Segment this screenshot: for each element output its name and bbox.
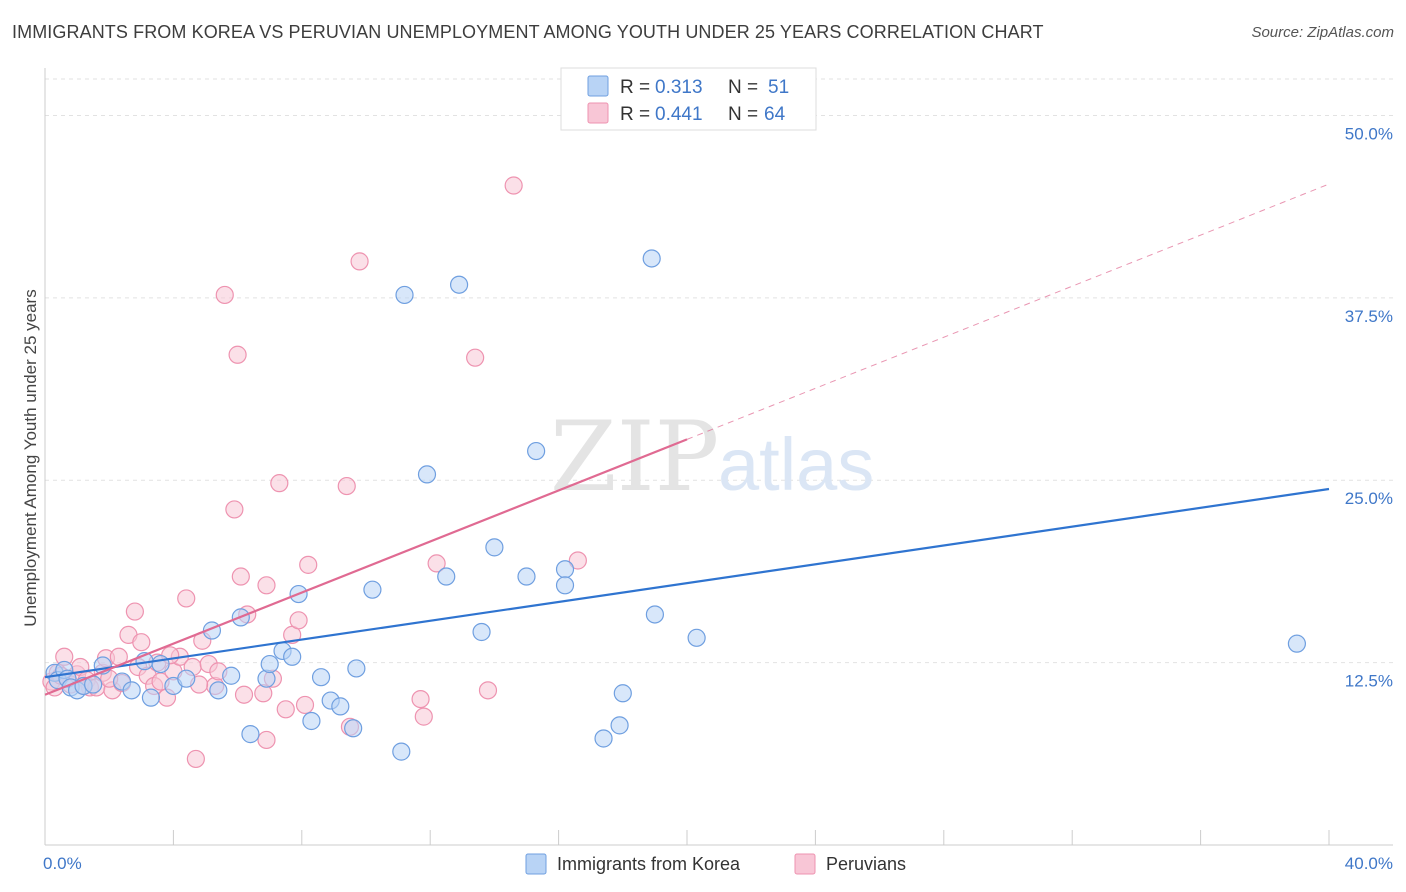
- legend-korea-r-label: R =: [620, 77, 650, 98]
- y-tick-labels: 12.5% 25.0% 37.5% 50.0%: [1345, 124, 1393, 690]
- peru-point-36: [231, 567, 250, 586]
- bottom-legend-swatch-korea: [525, 853, 547, 875]
- korea-point-26: [302, 711, 321, 731]
- legend-korea-r-value: 0.313: [655, 77, 703, 98]
- bottom-legend-swatch-peru: [794, 853, 816, 875]
- peru-point-35: [228, 345, 247, 364]
- legend-korea-n-label: N =: [728, 77, 758, 98]
- korea-point-49: [687, 628, 706, 647]
- korea-point-50: [1287, 634, 1307, 653]
- korea-point-40: [517, 567, 536, 586]
- x-tick-labels: 0.0% 40.0%: [43, 854, 1393, 873]
- peru-point-47: [295, 695, 315, 715]
- korea-point-48: [645, 605, 665, 624]
- korea-point-15: [177, 669, 196, 688]
- legend-peru-r-value: 0.441: [655, 104, 703, 125]
- korea-point-44: [594, 729, 613, 748]
- peru-point-48: [299, 555, 318, 574]
- trend-line-peru: [44, 438, 688, 696]
- axes: [44, 68, 1393, 846]
- y-tick-label-1: 25.0%: [1345, 489, 1393, 508]
- trend-lines: [44, 183, 1330, 696]
- korea-point-46: [613, 684, 632, 703]
- peru-point-58: [568, 551, 587, 570]
- bottom-legend-korea: Immigrants from Korea: [557, 854, 741, 874]
- korea-point-37: [449, 275, 469, 294]
- korea-point-36: [437, 567, 456, 586]
- peru-point-16: [125, 602, 144, 621]
- korea-point-20: [241, 725, 260, 744]
- watermark-atlas: atlas: [718, 423, 874, 506]
- trend-line-korea: [44, 487, 1330, 679]
- korea-point-45: [610, 716, 629, 735]
- korea-point-33: [392, 742, 411, 761]
- peru-point-54: [427, 554, 446, 573]
- bottom-legend-peru: Peruvians: [826, 854, 906, 874]
- korea-point-39: [485, 538, 504, 557]
- peru-point-51: [350, 252, 369, 271]
- peru-point-26: [177, 589, 196, 608]
- korea-point-29: [331, 697, 350, 716]
- peru-point-41: [257, 576, 276, 595]
- peru-point-52: [411, 689, 430, 709]
- y-tick-label-0: 12.5%: [1345, 672, 1393, 691]
- peru-point-28: [186, 749, 205, 769]
- peru-point-44: [276, 700, 295, 719]
- legend-peru-n-value: 64: [764, 104, 786, 125]
- korea-point-43: [555, 576, 575, 595]
- korea-point-13: [151, 654, 170, 674]
- peru-point-53: [414, 707, 433, 726]
- korea-point-47: [642, 249, 661, 268]
- korea-point-31: [347, 659, 366, 678]
- peru-point-34: [225, 500, 244, 519]
- korea-point-35: [417, 465, 437, 484]
- trend-line-peru-extension: [686, 183, 1330, 440]
- peru-point-43: [270, 474, 289, 493]
- legend-peru-r-label: R =: [620, 104, 650, 125]
- korea-point-30: [344, 719, 363, 738]
- chart-title: IMMIGRANTS FROM KOREA VS PERUVIAN UNEMPL…: [12, 22, 1044, 42]
- peru-point-40: [257, 730, 276, 750]
- korea-point-17: [209, 681, 228, 700]
- peru-point-56: [478, 681, 498, 700]
- peru-point-46: [289, 611, 308, 630]
- watermark-zip: ZIP: [550, 401, 719, 513]
- legend-swatch-korea: [587, 75, 609, 97]
- legend-peru-n-label: N =: [728, 104, 758, 125]
- legend-korea-n-value: 51: [768, 77, 789, 98]
- y-tick-label-2: 37.5%: [1345, 307, 1393, 326]
- x-tick-label-0: 0.0%: [43, 854, 82, 873]
- korea-point-38: [472, 622, 491, 642]
- korea-point-12: [141, 688, 161, 707]
- peru-point-18: [132, 633, 151, 652]
- legend-swatch-peru: [587, 102, 609, 124]
- korea-point-18: [222, 666, 241, 685]
- korea-point-42: [555, 560, 575, 579]
- korea-point-27: [311, 668, 331, 687]
- korea-point-32: [363, 580, 382, 599]
- peru-point-55: [466, 348, 485, 367]
- stats-legend: R = 0.313 N = 51 R = 0.441 N = 64: [560, 67, 817, 131]
- korea-point-34: [395, 285, 414, 305]
- korea-point-22: [260, 654, 279, 674]
- korea-point-10: [122, 681, 141, 700]
- series-legend: Immigrants from Korea Peruvians: [525, 853, 906, 875]
- source-label: Source: ZipAtlas.com: [1251, 24, 1394, 41]
- korea-point-24: [283, 647, 302, 666]
- korea-point-41: [527, 441, 546, 461]
- y-axis-label: Unemployment Among Youth under 25 years: [21, 289, 40, 626]
- peru-point-33: [215, 285, 234, 305]
- y-tick-label-3: 50.0%: [1345, 124, 1393, 143]
- peru-point-49: [337, 476, 356, 496]
- peru-point-37: [234, 685, 254, 704]
- x-tick-label-1: 40.0%: [1345, 854, 1393, 873]
- peru-point-57: [504, 176, 523, 195]
